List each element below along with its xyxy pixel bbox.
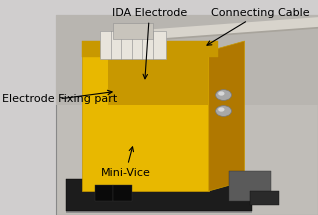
Text: Connecting Cable: Connecting Cable [207, 8, 310, 45]
Bar [82, 41, 218, 57]
Circle shape [218, 91, 225, 96]
Bar [56, 15, 318, 105]
Circle shape [216, 90, 232, 100]
Bar [66, 211, 252, 213]
Text: IDA Electrode: IDA Electrode [112, 8, 187, 79]
Bar [56, 15, 318, 215]
Bar [250, 191, 279, 205]
Bar [100, 31, 166, 59]
Polygon shape [209, 41, 245, 191]
Bar [95, 185, 113, 201]
Bar [113, 23, 153, 39]
Bar [113, 185, 132, 201]
Bar [108, 51, 208, 105]
Bar [82, 51, 209, 191]
Bar [66, 179, 252, 211]
Circle shape [216, 106, 232, 116]
Bar [229, 171, 271, 201]
Text: Electrode Fixing part: Electrode Fixing part [2, 90, 117, 104]
Text: Mini-Vice: Mini-Vice [101, 147, 150, 178]
Circle shape [218, 107, 225, 112]
